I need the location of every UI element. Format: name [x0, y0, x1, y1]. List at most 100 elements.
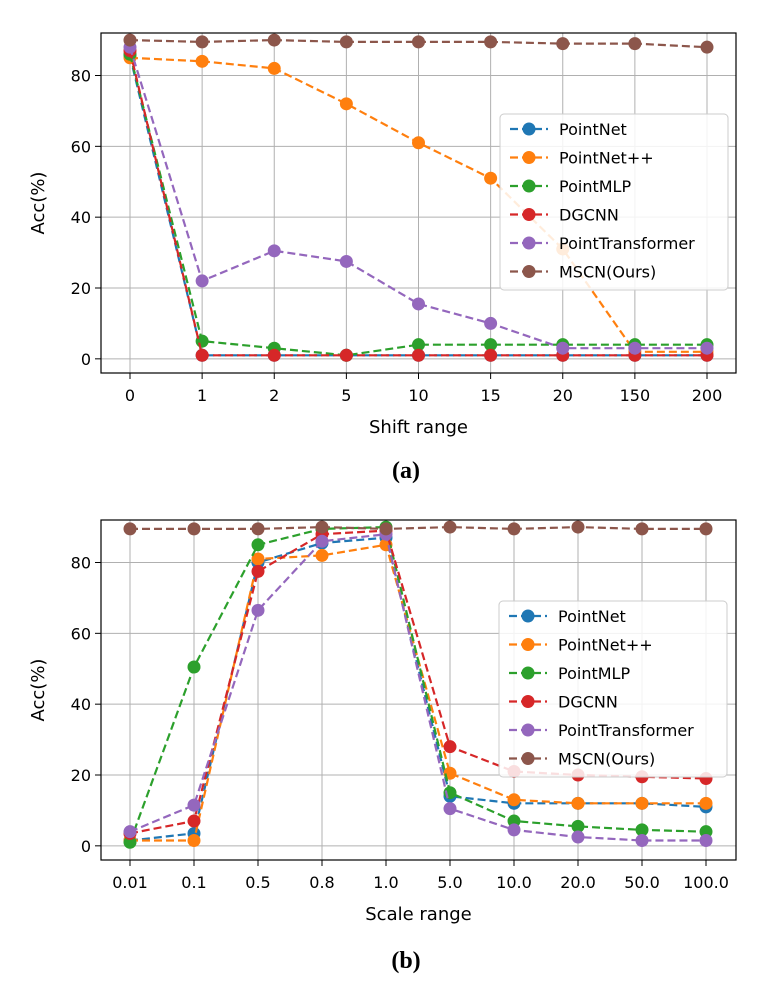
data-point — [635, 796, 649, 810]
legend-swatch-marker — [522, 179, 536, 193]
x-tick-label: 200 — [692, 386, 723, 405]
data-point — [123, 522, 137, 536]
x-axis-label: Scale range — [365, 904, 472, 925]
legend-label: PointTransformer — [559, 234, 695, 253]
y-axis-label: Acc(%) — [28, 659, 49, 722]
series-line — [129, 529, 707, 835]
legend-label: PointNet — [558, 607, 626, 626]
data-point — [251, 564, 265, 578]
data-point — [571, 830, 585, 844]
data-point — [484, 171, 498, 185]
data-point — [195, 348, 209, 362]
series-line — [130, 525, 706, 531]
data-point — [484, 338, 498, 352]
data-point — [187, 660, 201, 674]
x-tick-label: 0.8 — [309, 873, 334, 892]
data-point — [507, 522, 521, 536]
data-point — [412, 338, 425, 352]
data-point — [699, 834, 713, 848]
x-tick-label: 5 — [341, 386, 351, 405]
data-point — [267, 33, 281, 47]
x-tick-label: 100.0 — [683, 873, 729, 892]
legend-swatch-marker — [522, 236, 536, 250]
legend-swatch-marker — [522, 122, 536, 136]
data-point — [187, 834, 201, 848]
panel-caption: (a) — [392, 458, 420, 484]
legend-label: DGCNN — [559, 206, 619, 225]
y-tick-label: 20 — [71, 766, 91, 785]
data-point — [195, 274, 209, 288]
data-point — [251, 552, 265, 566]
y-tick-label: 0 — [81, 837, 91, 856]
legend-swatch-marker — [521, 666, 535, 680]
x-tick-label: 150 — [620, 386, 651, 405]
legend-label: PointNet++ — [559, 149, 654, 168]
legend-box — [498, 600, 728, 778]
data-point — [443, 740, 457, 754]
y-tick-label: 0 — [81, 350, 91, 369]
data-point — [556, 341, 570, 355]
y-tick-label: 60 — [71, 624, 91, 643]
data-point — [315, 534, 329, 548]
y-tick-label: 40 — [71, 208, 91, 227]
data-point — [635, 834, 649, 848]
axes-frame — [100, 32, 737, 374]
x-tick-label: 5.0 — [437, 873, 462, 892]
data-point — [251, 603, 265, 617]
legend-swatch-marker — [521, 723, 535, 737]
data-point — [412, 297, 425, 311]
y-tick-label: 20 — [71, 279, 91, 298]
legend-label: PointTransformer — [558, 721, 694, 740]
data-point — [484, 35, 498, 49]
data-point — [628, 37, 642, 51]
legend-label: MSCN(Ours) — [558, 750, 655, 769]
legend-swatch-marker — [522, 208, 536, 221]
series-line — [128, 525, 707, 843]
series-line — [128, 46, 707, 350]
data-point — [267, 61, 281, 75]
data-point — [379, 522, 393, 536]
data-point — [700, 341, 714, 355]
axes-frame — [100, 519, 737, 861]
data-point — [635, 522, 649, 536]
data-point — [339, 97, 353, 111]
data-point — [507, 793, 521, 807]
data-point — [699, 796, 713, 810]
data-point — [315, 548, 329, 562]
x-tick-label: 10 — [408, 386, 428, 405]
data-point — [571, 819, 585, 833]
chart-panel-2: 0.01 0.1 0.5 0.8 1.0 5.0 10.0 20.0 50.0 100.0 0 20 4… — [28, 519, 737, 974]
series-line — [128, 54, 707, 357]
legend-label: PointMLP — [558, 664, 630, 683]
data-point — [700, 40, 714, 54]
x-tick-label: 20 — [553, 386, 573, 405]
data-point — [635, 823, 649, 837]
data-point — [195, 54, 209, 68]
data-point — [339, 254, 353, 268]
data-point — [571, 796, 585, 810]
legend: PointNet PointNet++ PointMLP DGCNN PointTran… — [498, 600, 728, 778]
y-tick-label: 60 — [71, 137, 91, 156]
series-line — [129, 532, 706, 842]
legend: PointNet PointNet++ PointMLP DGCNN PointTran… — [499, 113, 729, 291]
data-point — [339, 35, 353, 49]
y-tick-label: 80 — [71, 67, 91, 86]
legend-swatch-marker — [521, 695, 535, 708]
legend-label: PointNet++ — [558, 636, 653, 655]
data-point — [267, 348, 281, 362]
x-tick-label: 0.5 — [245, 873, 270, 892]
legend-label: MSCN(Ours) — [559, 263, 656, 282]
x-tick-label: 50.0 — [624, 873, 660, 892]
x-tick-label: 2 — [269, 386, 279, 405]
data-point — [484, 348, 498, 362]
legend-swatch-marker — [522, 151, 536, 164]
data-point — [412, 348, 425, 362]
data-point — [187, 522, 201, 536]
x-tick-label: 1 — [197, 386, 207, 405]
series-MSCN(Ours) — [123, 33, 714, 54]
x-tick-label: 0 — [125, 386, 135, 405]
data-point — [251, 538, 265, 552]
data-point — [556, 37, 570, 51]
data-point — [315, 520, 329, 534]
